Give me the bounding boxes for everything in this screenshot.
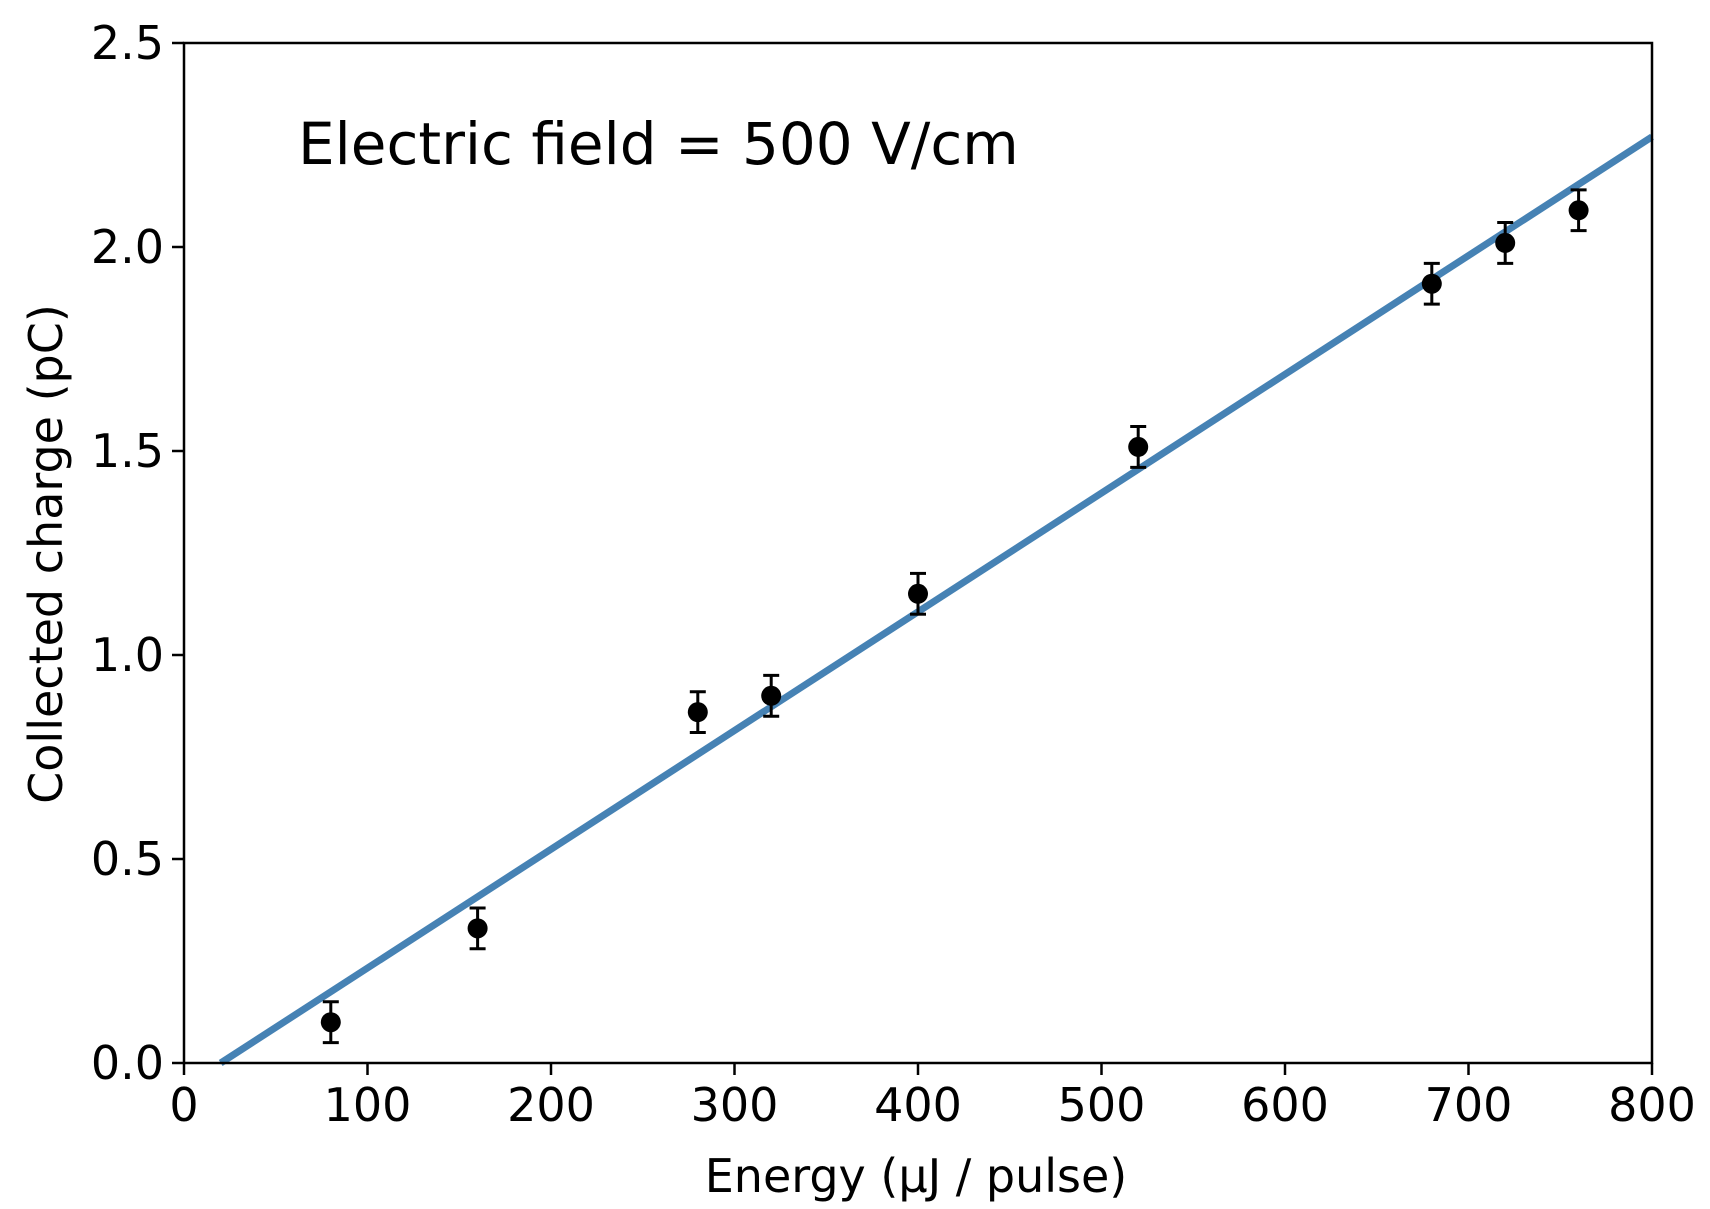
y-tick-label: 0.5 (91, 832, 164, 886)
data-point-group (761, 673, 782, 718)
data-point (467, 918, 488, 939)
x-tick-label: 800 (1608, 1078, 1696, 1132)
y-tick-label: 2.0 (91, 220, 164, 274)
data-point (1128, 436, 1149, 457)
data-point (908, 583, 928, 604)
data-point-group (1128, 425, 1149, 469)
y-tick-label: 2.5 (91, 16, 164, 70)
fit-line (218, 133, 1654, 1066)
data-point-group (908, 571, 928, 616)
x-tick-label: 500 (1058, 1078, 1146, 1132)
x-axis-ticks: 0 100 200 300 400 500 600 700 800 (169, 1063, 1696, 1132)
annotation-electric-field: Electric field = 500 V/cm (298, 110, 1019, 178)
data-point (687, 702, 708, 723)
x-axis-label: Energy (μJ / pulse) (705, 1149, 1128, 1203)
x-tick-label: 200 (507, 1078, 595, 1132)
x-tick-label: 600 (1241, 1078, 1329, 1132)
data-point-group (1568, 188, 1589, 233)
plot-frame (182, 41, 1654, 1065)
y-tick-label: 0.0 (91, 1036, 164, 1090)
data-point (320, 1012, 341, 1033)
x-tick-label: 100 (324, 1078, 412, 1132)
data-point (1495, 232, 1516, 253)
data-point (761, 685, 782, 706)
y-axis-ticks: 0.0 0.5 1.0 1.5 2.0 2.5 (91, 16, 184, 1090)
points-layer (320, 188, 1589, 1045)
x-tick-label: 300 (691, 1078, 779, 1132)
fit-layer (218, 133, 1654, 1066)
x-tick-label: 400 (874, 1078, 962, 1132)
x-tick-label: 700 (1425, 1078, 1513, 1132)
data-point-group (1495, 221, 1516, 265)
data-point-group (320, 1000, 341, 1045)
data-point-group (1421, 261, 1442, 306)
data-point-group (687, 690, 708, 735)
y-tick-label: 1.5 (91, 424, 164, 478)
x-tick-label: 0 (169, 1078, 198, 1132)
data-point (1568, 200, 1589, 221)
data-point (1421, 273, 1442, 294)
y-tick-label: 1.0 (91, 628, 164, 682)
data-point-group (467, 906, 488, 951)
y-axis-label: Collected charge (pC) (19, 304, 73, 804)
